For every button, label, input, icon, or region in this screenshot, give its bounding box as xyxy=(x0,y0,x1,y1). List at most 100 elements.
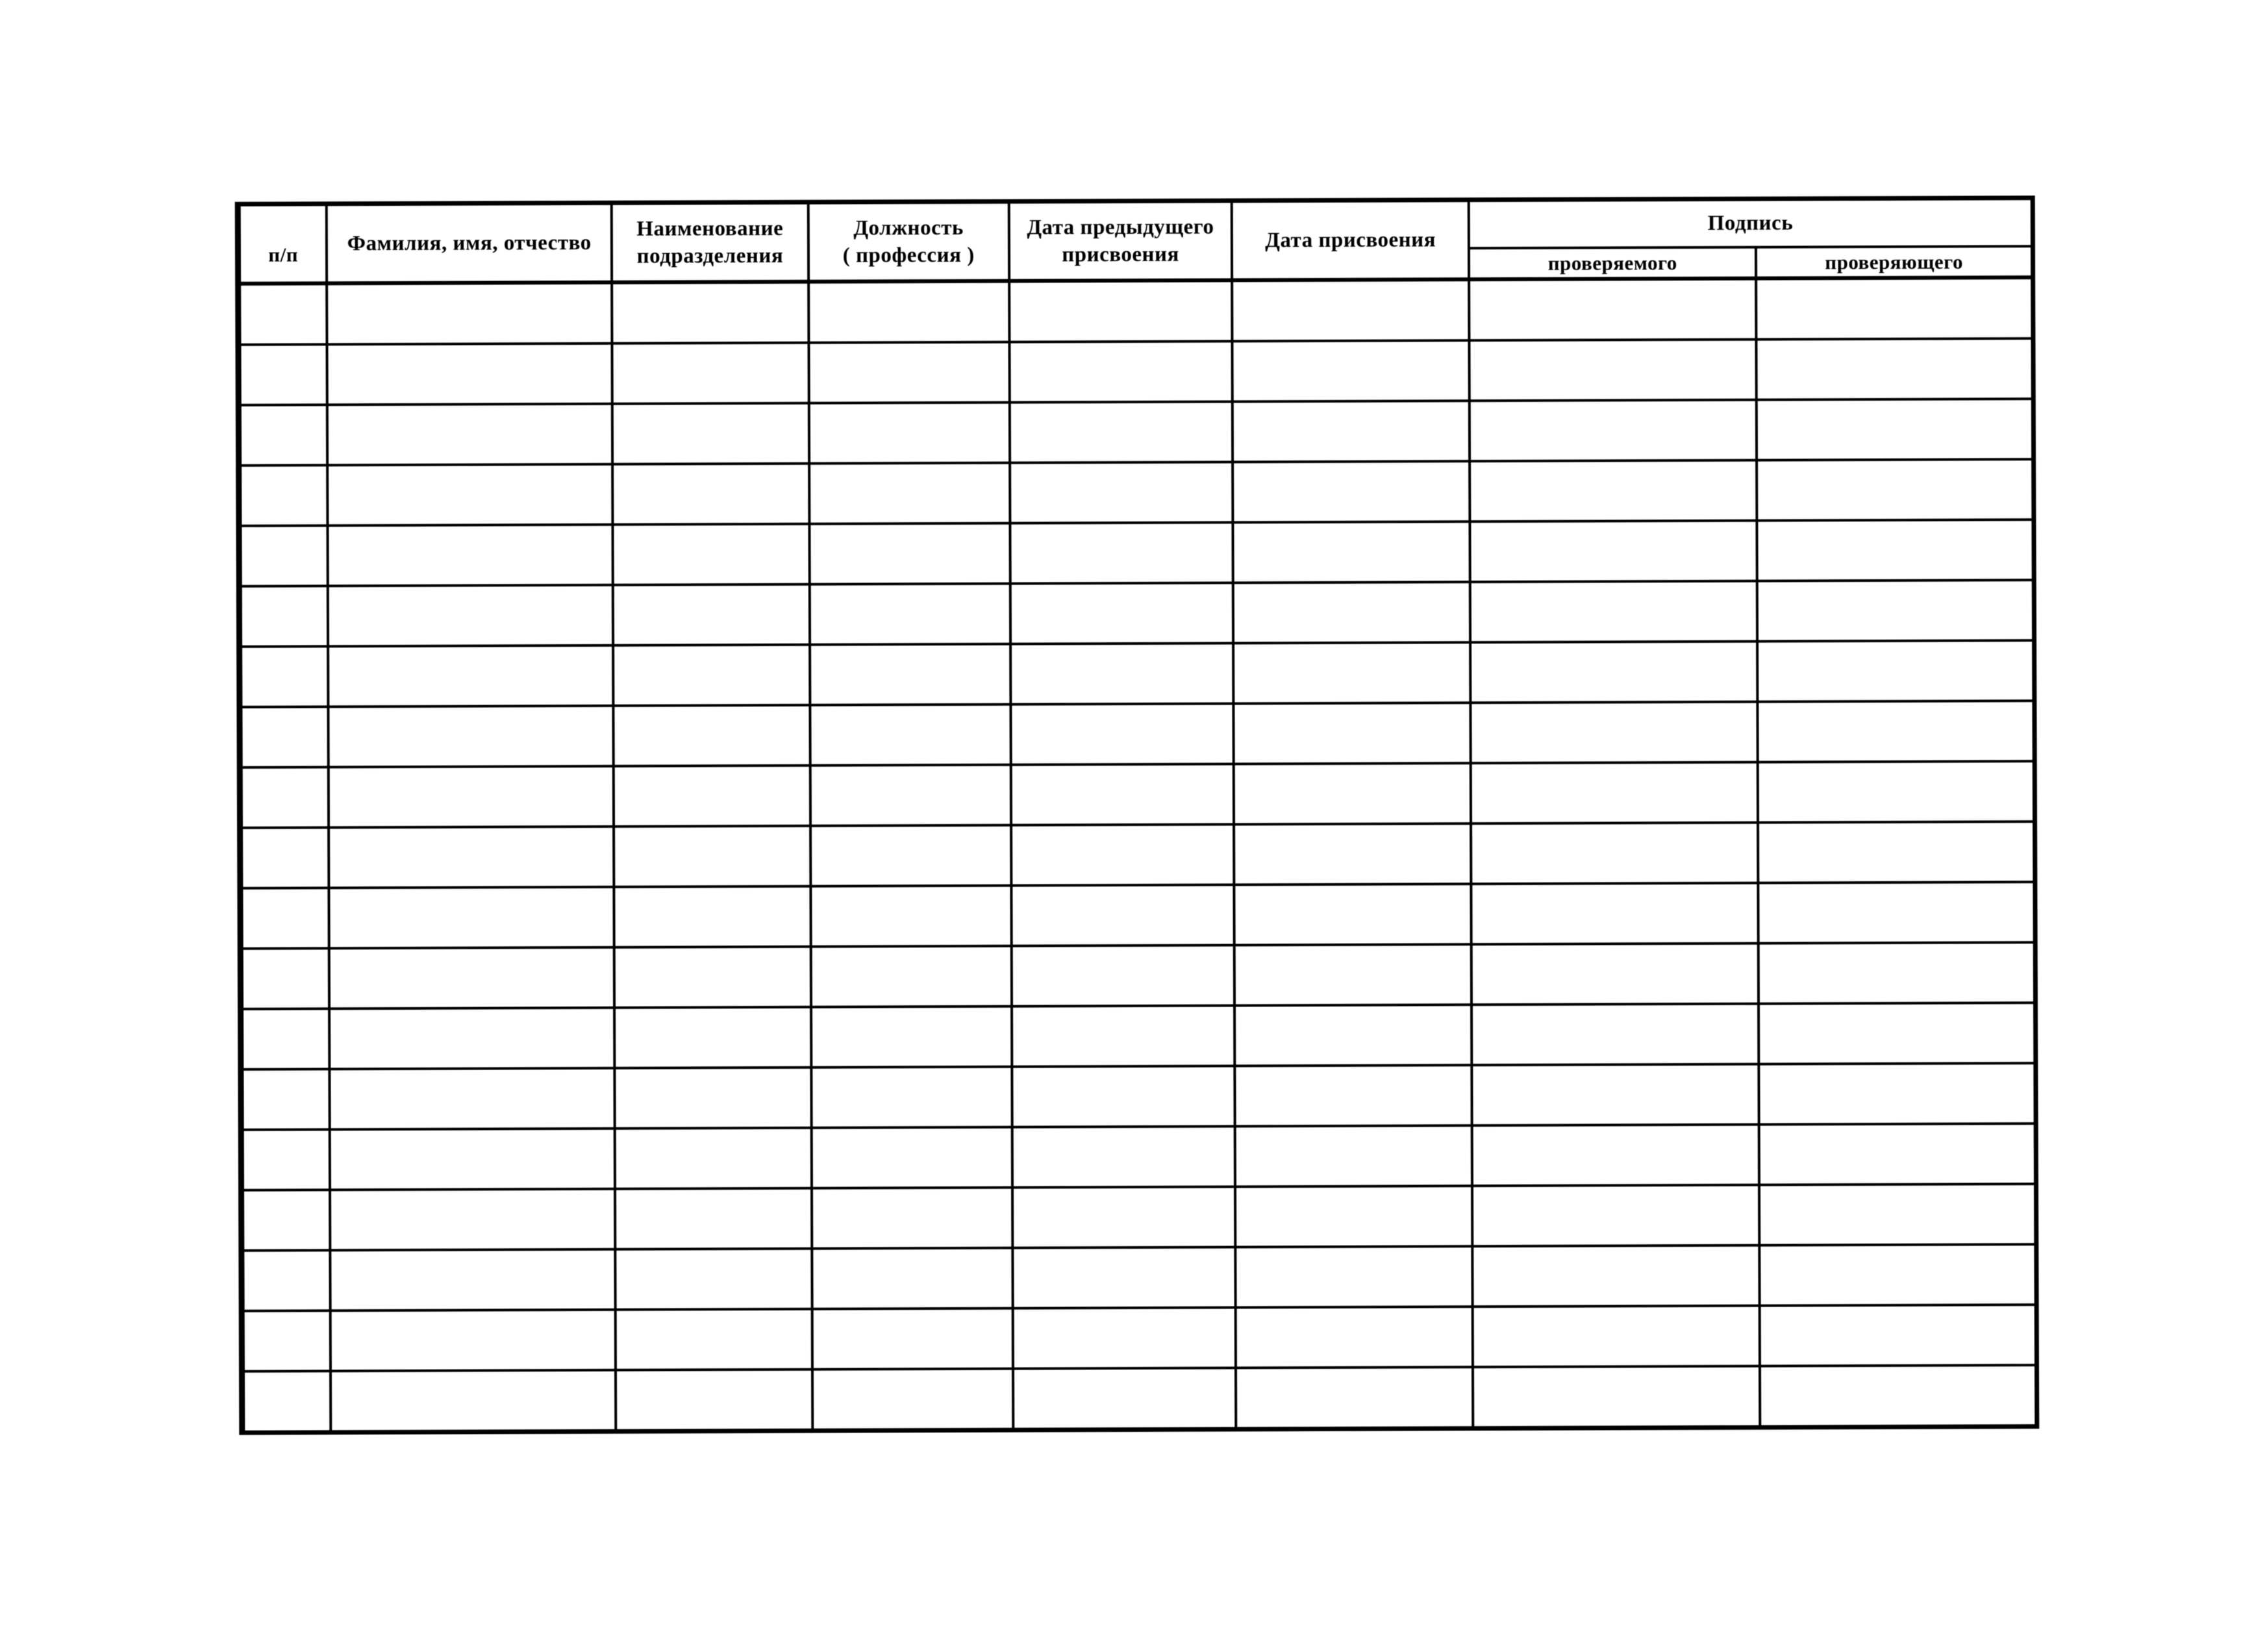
empty-cell-assignment-date xyxy=(1232,401,1470,462)
empty-cell-assignment-date xyxy=(1233,582,1471,644)
table-row xyxy=(239,701,2035,768)
empty-cell-previous-assignment-date xyxy=(1010,764,1234,825)
empty-cell-signature-examinee xyxy=(1469,339,1757,401)
empty-cell-num xyxy=(240,948,330,1009)
empty-cell-signature-examinee xyxy=(1471,943,1759,1005)
table-row xyxy=(241,1184,2036,1251)
empty-cell-previous-assignment-date xyxy=(1011,945,1235,1007)
table-row xyxy=(241,1123,2036,1190)
empty-cell-previous-assignment-date xyxy=(1009,462,1233,523)
empty-cell-previous-assignment-date xyxy=(1012,1247,1236,1308)
empty-cell-num xyxy=(242,1310,331,1371)
empty-cell-num xyxy=(238,344,328,405)
empty-cell-previous-assignment-date xyxy=(1009,280,1233,342)
empty-cell-signature-examiner xyxy=(1759,1184,2036,1245)
empty-cell-signature-examiner xyxy=(1757,519,2034,581)
empty-cell-full-name xyxy=(328,705,614,768)
empty-cell-full-name xyxy=(327,464,613,526)
empty-cell-full-name xyxy=(328,584,614,647)
column-header-full-name: Фамилия, имя, отчество xyxy=(327,203,612,284)
empty-cell-signature-examiner xyxy=(1759,1244,2037,1306)
empty-cell-signature-examinee xyxy=(1473,1366,1760,1429)
empty-cell-assignment-date xyxy=(1234,944,1472,1006)
empty-cell-full-name xyxy=(328,645,614,707)
empty-cell-full-name xyxy=(329,826,614,888)
table-row xyxy=(238,277,2033,345)
empty-cell-assignment-date xyxy=(1235,1186,1473,1247)
empty-cell-department xyxy=(614,1007,811,1068)
table-row xyxy=(238,519,2034,586)
empty-cell-position xyxy=(808,462,1010,524)
empty-cell-assignment-date xyxy=(1234,884,1471,945)
column-header-assignment-date: Дата присвоения xyxy=(1231,199,1470,281)
empty-cell-signature-examiner xyxy=(1759,1123,2036,1185)
empty-cell-signature-examinee xyxy=(1470,399,1757,462)
empty-cell-department xyxy=(613,644,810,706)
table-body xyxy=(238,277,2037,1433)
empty-cell-full-name xyxy=(330,1188,616,1251)
empty-cell-assignment-date xyxy=(1235,1307,1473,1368)
empty-cell-previous-assignment-date xyxy=(1010,703,1234,765)
empty-cell-assignment-date xyxy=(1234,1065,1472,1127)
empty-cell-assignment-date xyxy=(1234,1125,1473,1187)
empty-cell-assignment-date xyxy=(1233,461,1470,523)
empty-cell-position xyxy=(810,1006,1012,1068)
empty-cell-num xyxy=(238,405,328,466)
empty-cell-num xyxy=(239,586,329,647)
empty-cell-full-name xyxy=(329,1007,615,1070)
empty-cell-signature-examiner xyxy=(1757,580,2034,642)
column-header-department: Наименование подразделения xyxy=(611,202,808,282)
empty-cell-num xyxy=(240,888,330,949)
empty-cell-previous-assignment-date xyxy=(1010,643,1234,705)
empty-cell-full-name xyxy=(329,766,614,828)
empty-cell-previous-assignment-date xyxy=(1011,1005,1235,1067)
empty-cell-position xyxy=(810,1066,1012,1128)
empty-cell-num xyxy=(238,525,329,586)
empty-cell-position xyxy=(809,523,1010,584)
empty-cell-previous-assignment-date xyxy=(1010,522,1233,584)
empty-cell-signature-examinee xyxy=(1470,701,1758,764)
empty-cell-full-name xyxy=(327,343,613,405)
empty-cell-department xyxy=(613,765,810,827)
empty-cell-signature-examinee xyxy=(1472,1245,1760,1307)
empty-cell-signature-examinee xyxy=(1471,1003,1759,1066)
empty-cell-signature-examinee xyxy=(1470,641,1758,703)
empty-cell-previous-assignment-date xyxy=(1012,1368,1236,1431)
table-row xyxy=(240,1003,2036,1070)
table-row xyxy=(240,942,2036,1009)
empty-cell-signature-examinee xyxy=(1469,278,1757,341)
empty-cell-position xyxy=(812,1308,1013,1370)
empty-cell-signature-examiner xyxy=(1757,761,2035,823)
empty-cell-signature-examinee xyxy=(1470,581,1758,643)
empty-cell-department xyxy=(614,946,811,1008)
empty-cell-signature-examinee xyxy=(1472,1184,1760,1247)
empty-cell-signature-examiner xyxy=(1760,1365,2037,1428)
table-row xyxy=(238,338,2034,405)
empty-cell-department xyxy=(616,1369,812,1432)
empty-cell-department xyxy=(614,886,811,947)
empty-cell-num xyxy=(240,1069,330,1130)
empty-cell-signature-examiner xyxy=(1758,821,2035,883)
assignment-log-table: п/п Фамилия, имя, отчество Наименование … xyxy=(234,195,2040,1436)
empty-cell-signature-examiner xyxy=(1757,640,2034,702)
empty-cell-position xyxy=(810,825,1012,886)
empty-cell-department xyxy=(614,1127,812,1189)
empty-cell-assignment-date xyxy=(1233,521,1471,583)
empty-cell-full-name xyxy=(331,1370,616,1433)
column-header-previous-assignment-date: Дата предыдущего присвоения xyxy=(1008,200,1233,281)
empty-cell-position xyxy=(808,342,1010,403)
empty-cell-signature-examiner xyxy=(1759,1305,2037,1366)
empty-cell-num xyxy=(241,1129,331,1190)
table-row xyxy=(238,459,2034,526)
empty-cell-department xyxy=(612,342,809,404)
empty-cell-department xyxy=(612,584,810,645)
empty-cell-assignment-date xyxy=(1236,1367,1473,1430)
empty-cell-department xyxy=(615,1188,812,1249)
empty-cell-num xyxy=(241,1250,331,1311)
empty-cell-signature-examinee xyxy=(1471,822,1759,884)
empty-cell-num xyxy=(241,1190,331,1251)
empty-cell-previous-assignment-date xyxy=(1012,1186,1236,1248)
empty-cell-department xyxy=(615,1248,812,1310)
empty-cell-signature-examiner xyxy=(1757,399,2034,460)
